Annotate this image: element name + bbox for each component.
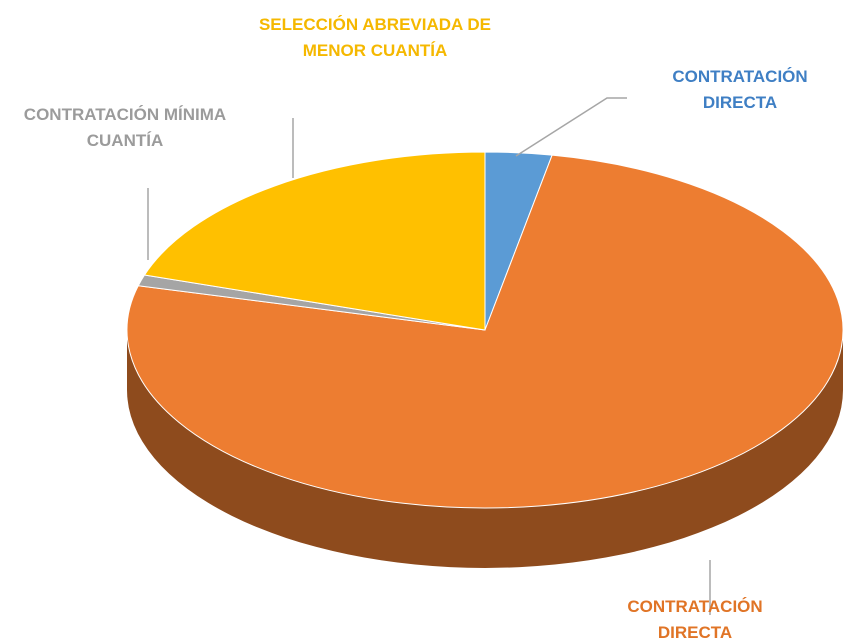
pie — [126, 151, 843, 568]
leader-line — [515, 97, 627, 157]
slice-label: CONTRATACIÓN MÍNIMA CUANTÍA — [23, 105, 227, 150]
slice-side — [127, 330, 843, 568]
slice-label: SELECCIÓN ABREVIADA DE MENOR CUANTÍA — [258, 15, 492, 60]
slice — [143, 151, 486, 331]
slice-label: CONTRATACIÓN DIRECTA — [672, 67, 808, 112]
slice — [126, 154, 843, 509]
slice-label: CONTRATACIÓN DIRECTA — [627, 597, 763, 642]
